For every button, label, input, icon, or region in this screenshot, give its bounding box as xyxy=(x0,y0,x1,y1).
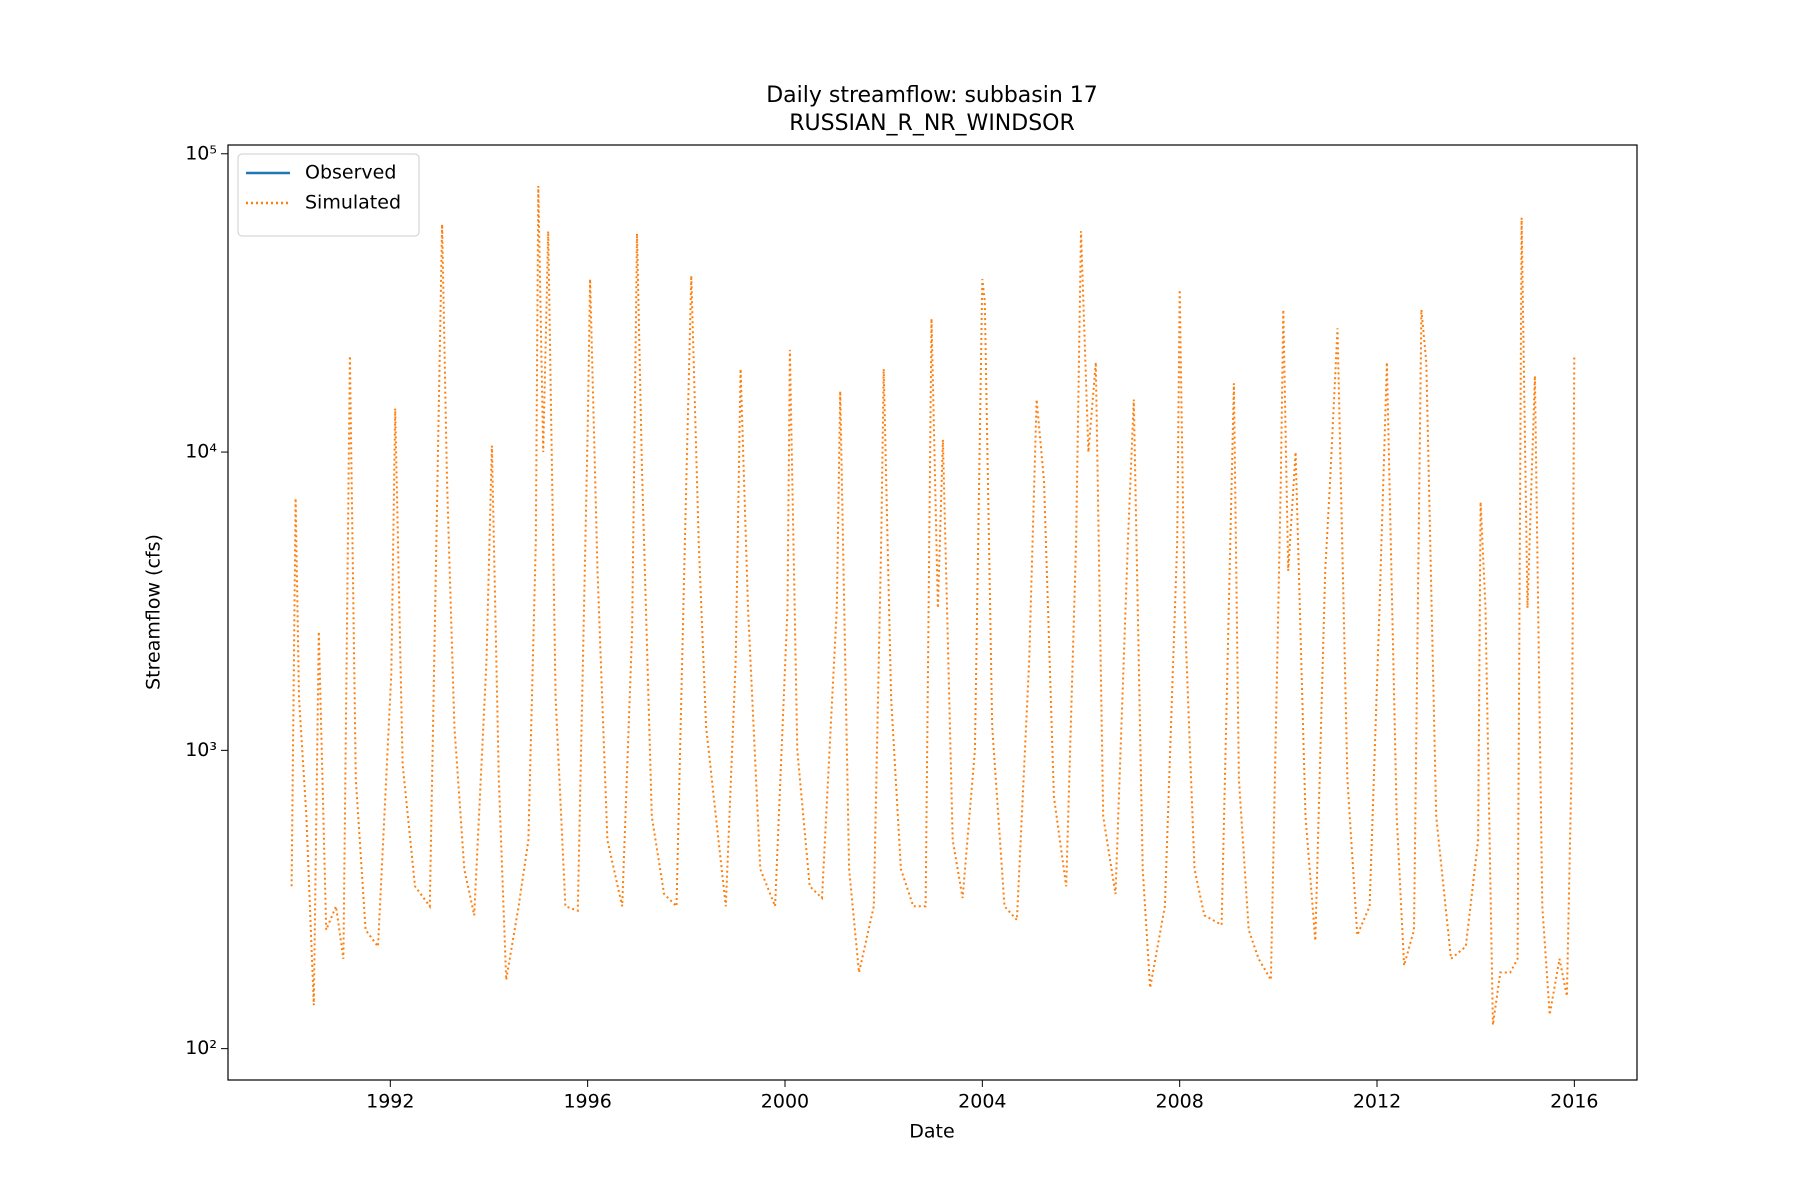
plot-frame xyxy=(227,144,1638,1081)
x-tick-label: 2000 xyxy=(761,1091,809,1113)
x-tick-label: 2012 xyxy=(1353,1091,1401,1113)
x-tick-label: 1992 xyxy=(366,1091,414,1113)
y-tick-label: 10² xyxy=(185,1037,217,1059)
chart-subtitle: RUSSIAN_R_NR_WINDSOR xyxy=(789,111,1075,136)
chart-title: Daily streamflow: subbasin 17 xyxy=(766,83,1098,108)
series-line xyxy=(290,185,1576,1026)
x-tick-label: 2004 xyxy=(958,1091,1006,1113)
x-tick-label: 1996 xyxy=(563,1091,611,1113)
legend-label: Simulated xyxy=(305,192,401,214)
y-tick-label: 10⁵ xyxy=(185,142,217,164)
legend-label: Observed xyxy=(305,162,396,184)
x-tick-label: 2008 xyxy=(1155,1091,1203,1113)
x-tick-label: 2016 xyxy=(1550,1091,1598,1113)
legend-box xyxy=(237,153,420,237)
y-tick-label: 10³ xyxy=(185,739,217,761)
x-axis-label: Date xyxy=(909,1121,954,1143)
y-tick-label: 10⁴ xyxy=(185,441,217,463)
y-axis-label: Streamflow (cfs) xyxy=(143,534,165,690)
